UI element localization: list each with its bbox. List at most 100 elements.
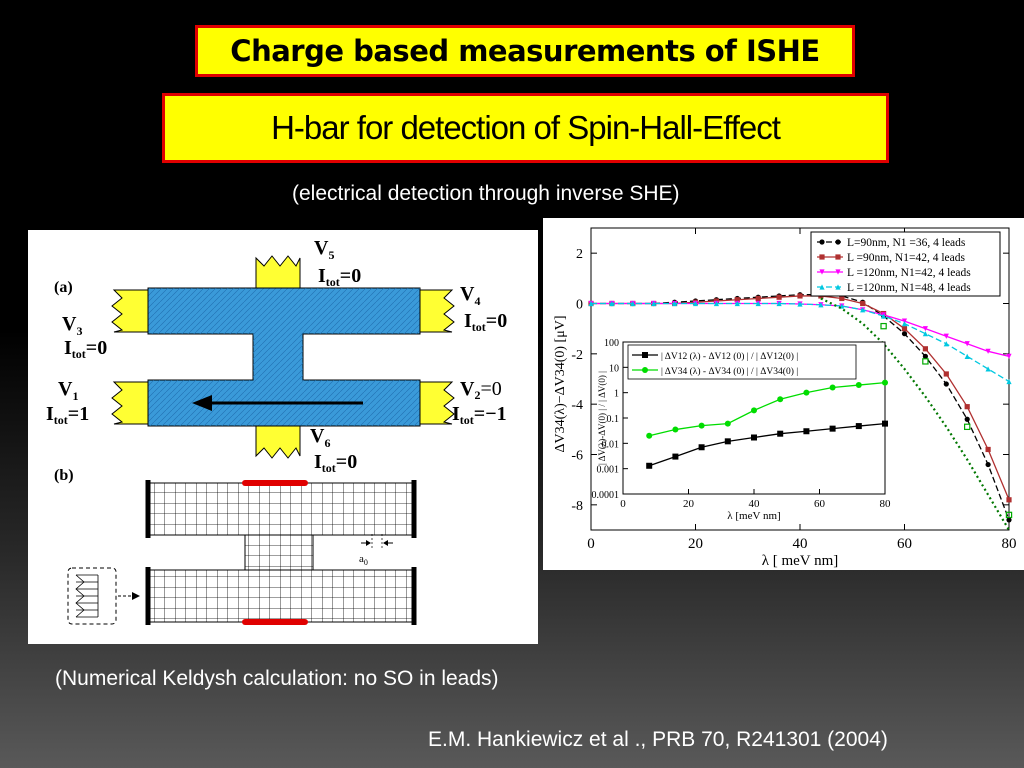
lattice-spacing-marker: a0 — [359, 534, 393, 567]
main-series-point-3 — [985, 366, 991, 372]
inset-series-point-0 — [751, 434, 757, 441]
main-series-point-0 — [985, 461, 991, 468]
v5-label: V5 — [314, 237, 334, 262]
main-series-point-0 — [901, 331, 908, 337]
main-series-point-3 — [964, 353, 970, 359]
main-y-tick-label: 0 — [576, 298, 583, 313]
main-series-point-3 — [651, 300, 657, 307]
main-legend-marker — [819, 239, 825, 245]
main-x-tick-label: 40 — [793, 536, 808, 552]
inset-series-point-0 — [829, 425, 836, 432]
caption-bottom: (Numerical Keldysh calculation: no SO in… — [55, 667, 499, 690]
h-bar-device — [147, 287, 421, 427]
v4-current-label: Itot=0 — [464, 310, 507, 334]
inset-x-axis-label: λ [meV nm] — [727, 510, 780, 522]
inset-series-point-1 — [646, 432, 653, 439]
slide-title: Charge based measurements of ISHE — [195, 25, 855, 77]
device-figure: (a) V5 — [46, 237, 507, 625]
svg-text:a0: a0 — [359, 553, 368, 567]
main-series-point-1 — [964, 404, 970, 410]
main-series-point-2 — [922, 326, 928, 332]
inset-x-tick-label: 20 — [683, 498, 695, 510]
lead-inset — [67, 567, 140, 625]
main-x-tick-label: 60 — [897, 536, 912, 552]
inset-series-line-1 — [649, 381, 886, 437]
main-y-tick-label: -6 — [571, 449, 583, 464]
main-series-point-3 — [797, 301, 803, 307]
v2-current-label: Itot=−1 — [452, 403, 507, 427]
main-legend-marker — [835, 284, 841, 290]
inset-legend: | ΔV12 (λ) - ΔV12 (0) | / | ΔV12(0) | | Δ… — [627, 344, 857, 380]
main-legend-marker — [819, 269, 825, 275]
inset-series-point-1 — [751, 407, 757, 414]
main-series-point-1 — [776, 294, 782, 300]
main-series-point-0 — [1006, 517, 1012, 523]
figure-panel-left: (a) V5 — [28, 230, 538, 644]
inset-series-point-1 — [698, 422, 705, 429]
main-x-axis-label: λ [ meV nm] — [762, 553, 839, 569]
main-series-point-2 — [1006, 353, 1012, 359]
inset-x-tick-label: 60 — [814, 498, 826, 510]
main-legend-marker — [819, 284, 825, 290]
main-series-point-1 — [901, 326, 908, 332]
inset-series-point-0 — [724, 438, 731, 445]
main-series-point-3 — [630, 300, 636, 307]
lead-v3 — [111, 289, 149, 333]
main-series-point-3 — [776, 300, 782, 307]
main-series-point-3 — [755, 300, 761, 307]
inset-series-point-1 — [882, 379, 888, 386]
inset-series-point-0 — [855, 423, 862, 430]
main-legend-marker — [819, 254, 825, 260]
inset-y-tick-label: 0.001 — [597, 465, 620, 476]
main-series-point-3 — [672, 300, 678, 307]
lead-v1 — [111, 381, 149, 425]
main-legend-marker — [835, 254, 841, 260]
main-series-point-2 — [964, 341, 970, 347]
inset-series-point-1 — [672, 426, 679, 433]
inset-y-tick-label: 0.1 — [607, 414, 620, 425]
main-legend-label: L=90nm, N1 =36, 4 leads — [847, 237, 966, 249]
inset-series-point-1 — [777, 396, 784, 403]
main-y-tick-label: -2 — [571, 348, 583, 363]
main-series-point-3 — [922, 331, 928, 337]
v5-current-label: Itot=0 — [318, 265, 361, 289]
inset-legend-marker — [642, 367, 648, 373]
main-series-point-0 — [943, 381, 949, 387]
main-legend: L=90nm, N1 =36, 4 leads L =90nm, N1=42, 4… — [810, 231, 1001, 297]
main-series-point-1 — [985, 446, 991, 453]
main-series-point-1 — [839, 295, 845, 302]
citation: E.M. Hankiewicz et al ., PRB 70, R241301… — [428, 728, 888, 751]
current-arrow — [192, 395, 363, 411]
figure-a-label: (a) — [54, 279, 73, 296]
main-series-point-3 — [692, 300, 699, 307]
main-series-point-1 — [734, 297, 740, 303]
main-legend-label: L =120nm, N1=42, 4 leads — [847, 267, 971, 279]
inset-series-point-0 — [882, 420, 888, 427]
v3-label: V3 — [62, 313, 82, 338]
inset-x-tick-label: 80 — [880, 498, 892, 510]
inset-y-tick-label: 10 — [609, 363, 619, 374]
figure-panel-right: 0 20 40 60 80 2 0 -2 -4 -6 -8 λ [ meV nm] ΔV34(λ)−… — [543, 218, 1024, 570]
main-y-tick-label: -4 — [571, 398, 583, 413]
v1-label: V1 — [58, 378, 78, 403]
main-x-tick-label: 0 — [587, 536, 595, 552]
main-legend-marker — [835, 269, 841, 275]
caption-top: (electrical detection through inverse SH… — [292, 182, 680, 205]
inset-y-tick-label: 100 — [604, 338, 619, 349]
v6-current-label: Itot=0 — [314, 451, 357, 475]
main-series-point-1 — [943, 371, 949, 377]
main-series-point-3 — [943, 341, 949, 347]
v2-label: V2=0 — [460, 378, 502, 402]
figure-b-label: (b) — [54, 467, 74, 484]
main-x-tick-label: 20 — [688, 536, 703, 552]
main-series-point-1 — [797, 293, 803, 299]
inset-series-point-0 — [698, 444, 705, 451]
main-series-line-4 — [820, 297, 1010, 531]
main-series-point-5 — [880, 322, 887, 330]
slide-subtitle: H-bar for detection of Spin-Hall-Effect — [162, 93, 889, 163]
main-series-point-0 — [964, 416, 970, 422]
inset-series-point-1 — [855, 382, 862, 389]
main-series-point-3 — [609, 300, 615, 307]
main-y-tick-label: 2 — [576, 247, 583, 262]
main-legend-marker — [835, 239, 841, 245]
